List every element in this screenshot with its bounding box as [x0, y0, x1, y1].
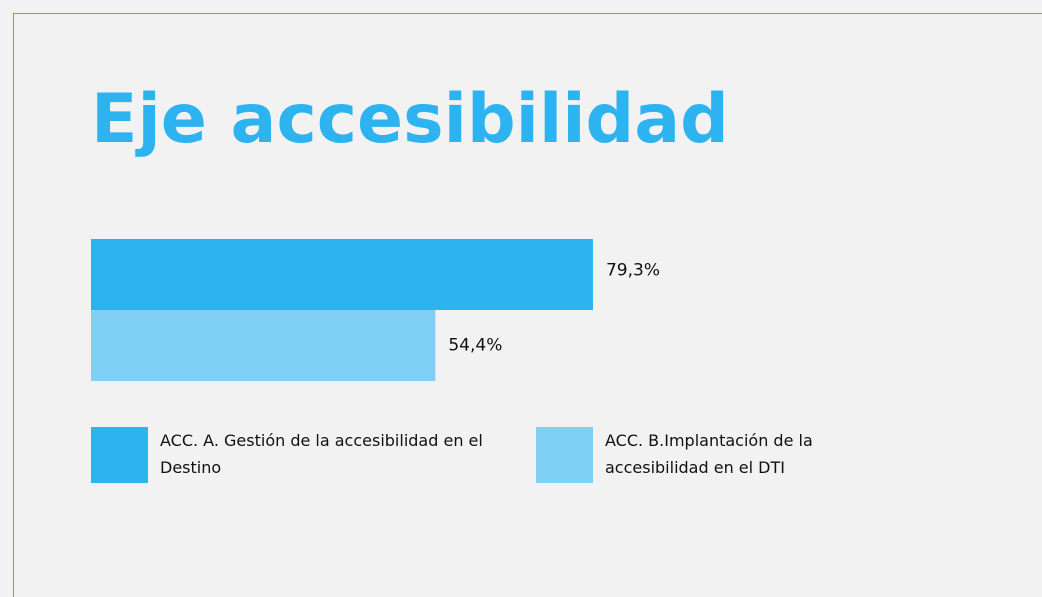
bar — [91, 310, 436, 381]
legend-label: ACC. A. Gestión de la accesibilidad en e… — [160, 431, 483, 477]
value-label: 79,3% — [606, 261, 660, 281]
value-label: 54,4% — [448, 336, 502, 356]
bar — [91, 239, 593, 310]
legend-swatch — [536, 427, 593, 483]
legend-label: ACC. B.Implantación de la accesibilidad … — [605, 431, 813, 477]
chart-title: Eje accesibilidad — [91, 80, 729, 159]
frame — [13, 13, 1042, 597]
legend-swatch — [91, 427, 148, 483]
